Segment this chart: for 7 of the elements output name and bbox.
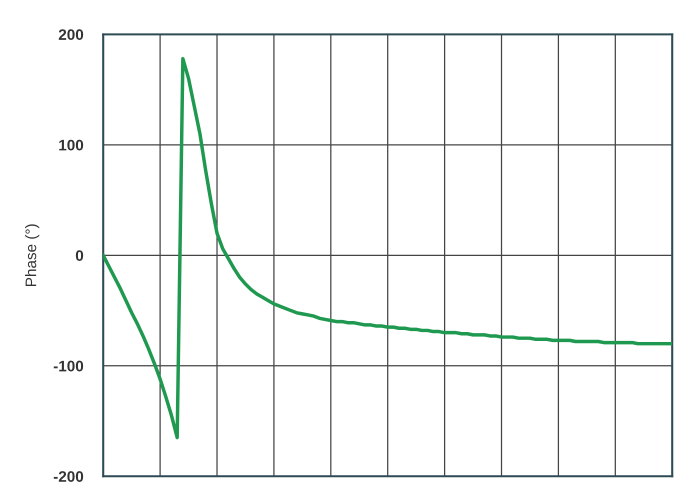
line-series	[103, 56, 672, 440]
y-tick-label: 100	[59, 140, 84, 151]
y-tick-label: -200	[54, 471, 84, 482]
y-tick-label: 0	[76, 250, 84, 262]
y-tick-label: -100	[54, 360, 84, 372]
y-tick-label: 200	[58, 29, 84, 40]
y-axis-title: Phase (°)	[25, 224, 40, 286]
